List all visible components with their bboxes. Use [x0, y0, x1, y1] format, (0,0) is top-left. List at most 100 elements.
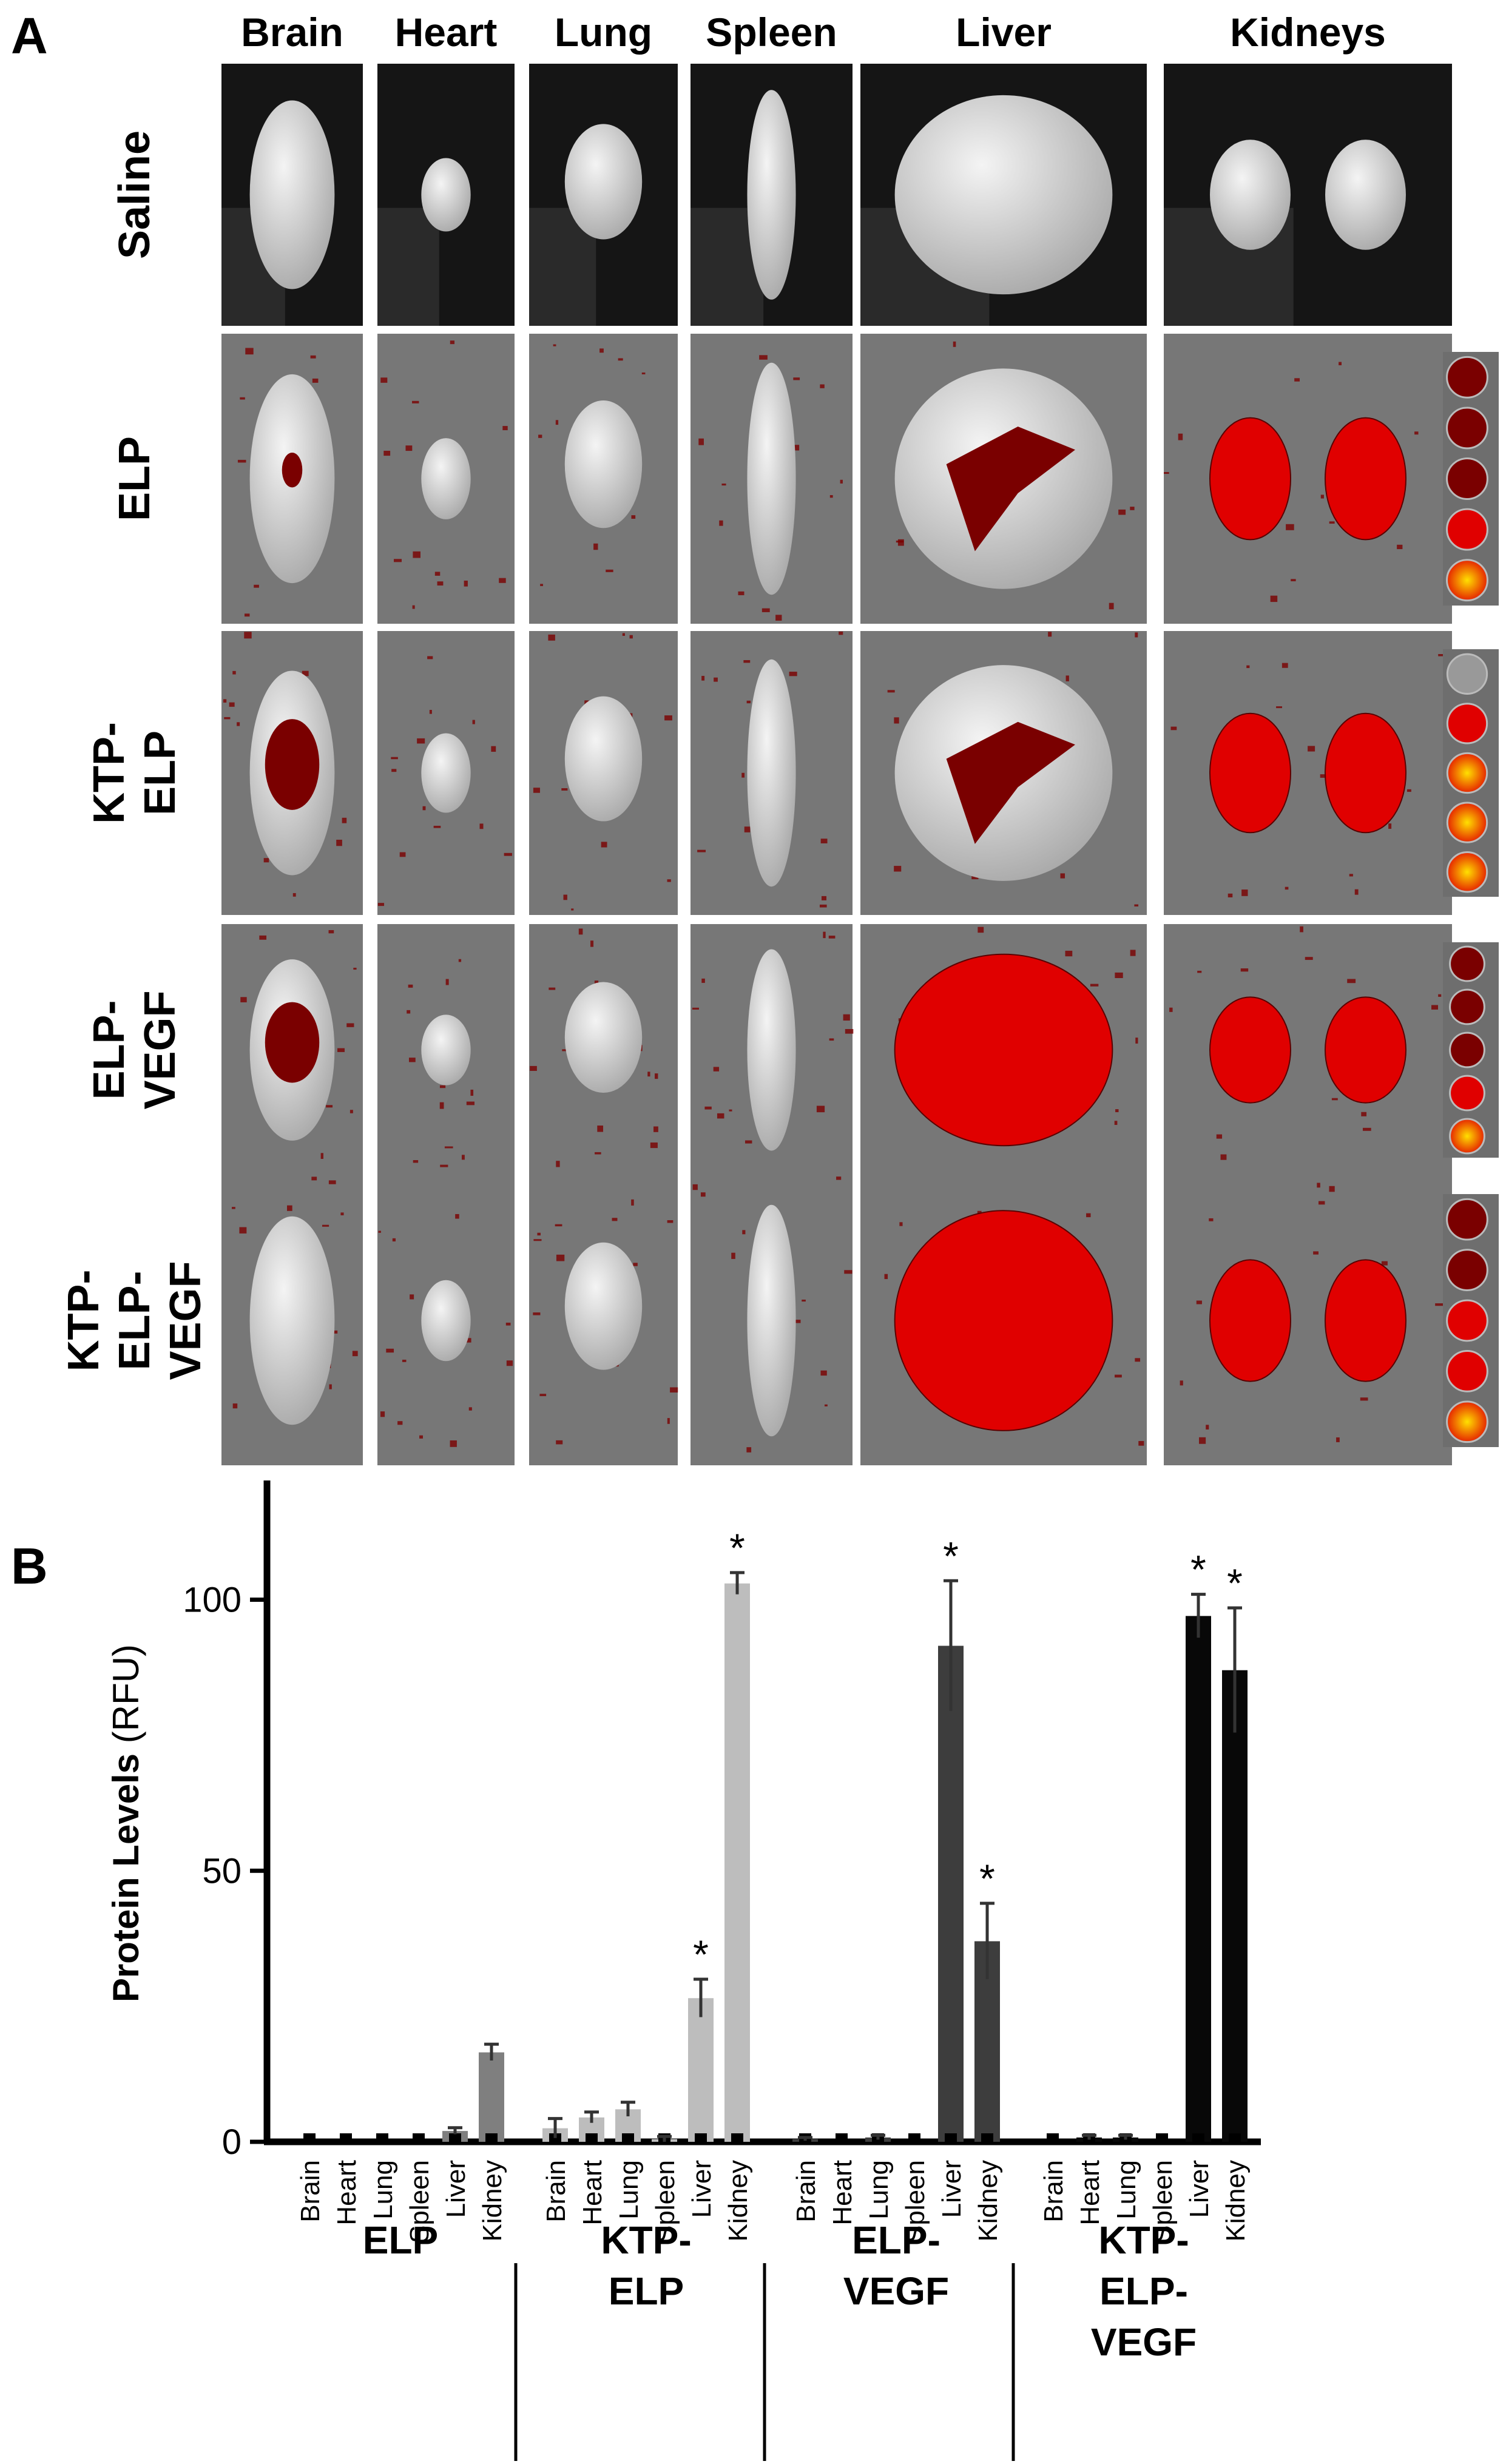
signal-region: [282, 452, 303, 488]
noise-speckle: [729, 1109, 732, 1112]
noise-speckle: [337, 1048, 345, 1052]
noise-speckle: [1397, 544, 1403, 550]
organ-image-2-1: [377, 631, 515, 915]
noise-speckle: [1285, 886, 1289, 890]
x-tick-label: Liver: [687, 2160, 717, 2218]
noise-speckle: [1270, 595, 1278, 602]
organ-image-0-2: [529, 64, 678, 326]
organ-image-2-5: [1164, 631, 1452, 915]
noise-speckle: [472, 720, 475, 724]
organ-shape: [894, 95, 1113, 295]
organ-shape: [564, 982, 643, 1093]
noise-speckle: [470, 1089, 474, 1096]
noise-speckle: [746, 700, 751, 704]
row-label-1: ELP: [110, 436, 159, 521]
strip-well: [1446, 1350, 1488, 1392]
organ-image-2-4: [860, 631, 1147, 915]
noise-speckle: [667, 1418, 670, 1424]
noise-speckle: [540, 584, 543, 586]
noise-speckle: [444, 1146, 453, 1149]
significance-star: *: [943, 1533, 959, 1578]
noise-speckle: [738, 591, 745, 595]
noise-speckle: [245, 348, 254, 355]
noise-speckle: [445, 979, 449, 985]
noise-speckle: [455, 1213, 459, 1219]
organ-shape: [421, 733, 471, 813]
organ-image-4-5: [1164, 1176, 1452, 1465]
noise-speckle: [504, 852, 512, 856]
noise-speckle: [244, 613, 250, 617]
organ-shape: [1325, 1259, 1406, 1382]
noise-speckle: [1317, 1183, 1320, 1188]
strip-well: [1446, 802, 1488, 843]
noise-speckle: [378, 1230, 381, 1233]
organ-shape: [747, 362, 796, 595]
strip-well: [1449, 1118, 1485, 1155]
noise-speckle: [845, 1028, 854, 1034]
noise-speckle: [491, 746, 496, 752]
noise-speckle: [744, 826, 751, 832]
noise-speckle: [1406, 789, 1411, 792]
organ-image-3-0: [221, 924, 363, 1176]
noise-speckle: [538, 434, 542, 438]
noise-speckle: [1178, 433, 1183, 440]
noise-speckle: [843, 1014, 850, 1021]
organ-image-1-1: [377, 334, 515, 624]
row-label-3: ELP- VEGF: [85, 990, 184, 1109]
noise-speckle: [721, 483, 726, 486]
noise-speckle: [466, 1101, 474, 1105]
noise-speckle: [1414, 431, 1419, 435]
base-marker: [485, 2133, 498, 2142]
noise-speckle: [670, 1387, 678, 1393]
noise-speckle: [1086, 1213, 1091, 1218]
organ-shape: [894, 953, 1113, 1147]
base-marker: [1192, 2133, 1204, 2142]
base-marker: [622, 2133, 634, 2142]
noise-speckle: [1115, 1374, 1122, 1378]
noise-speckle: [894, 866, 902, 872]
noise-speckle: [224, 717, 231, 720]
x-tick-label: Brain: [541, 2160, 571, 2223]
noise-speckle: [745, 1140, 752, 1144]
x-tick-label: Liver: [1184, 2160, 1214, 2218]
organ-shape: [564, 696, 643, 822]
noise-speckle: [731, 1252, 735, 1259]
noise-speckle: [1227, 893, 1233, 897]
noise-speckle: [417, 738, 425, 744]
x-tick-label: Heart: [1075, 2160, 1105, 2226]
strip-well: [1446, 559, 1488, 602]
noise-speckle: [606, 569, 613, 572]
organ-shape: [564, 400, 643, 528]
organ-image-3-2: [529, 924, 678, 1176]
noise-speckle: [1435, 1303, 1444, 1306]
noise-speckle: [502, 426, 508, 431]
strip-well: [1446, 851, 1488, 893]
calibration-strip-4: [1443, 1194, 1499, 1447]
base-marker: [1229, 2133, 1241, 2142]
noise-speckle: [978, 927, 984, 933]
noise-speckle: [450, 340, 455, 345]
group-label: ELP-: [852, 2218, 940, 2262]
noise-speckle: [1431, 1005, 1439, 1010]
organ-image-1-0: [221, 334, 363, 624]
bar: [724, 1583, 750, 2142]
noise-speckle: [244, 632, 252, 639]
noise-speckle: [263, 858, 269, 863]
organ-image-1-3: [691, 334, 853, 624]
noise-speckle: [329, 1384, 332, 1389]
base-marker: [1047, 2133, 1059, 2142]
base-marker: [981, 2133, 993, 2142]
noise-speckle: [829, 495, 833, 498]
noise-speckle: [1135, 1358, 1141, 1362]
organ-shape: [1209, 996, 1291, 1104]
base-marker: [586, 2133, 598, 2142]
x-tick-label: Lung: [614, 2160, 644, 2219]
noise-speckle: [312, 378, 319, 383]
bar-group-3: Brain Heart Lung Spleen * Liver * Kidney KTP- ELP…: [1039, 1547, 1251, 2364]
noise-speckle: [434, 572, 441, 576]
noise-speckle: [555, 420, 559, 425]
noise-speckle: [618, 358, 623, 361]
noise-speckle: [713, 1067, 720, 1072]
group-label: KTP-: [601, 2218, 691, 2262]
strip-well: [1446, 1198, 1488, 1241]
